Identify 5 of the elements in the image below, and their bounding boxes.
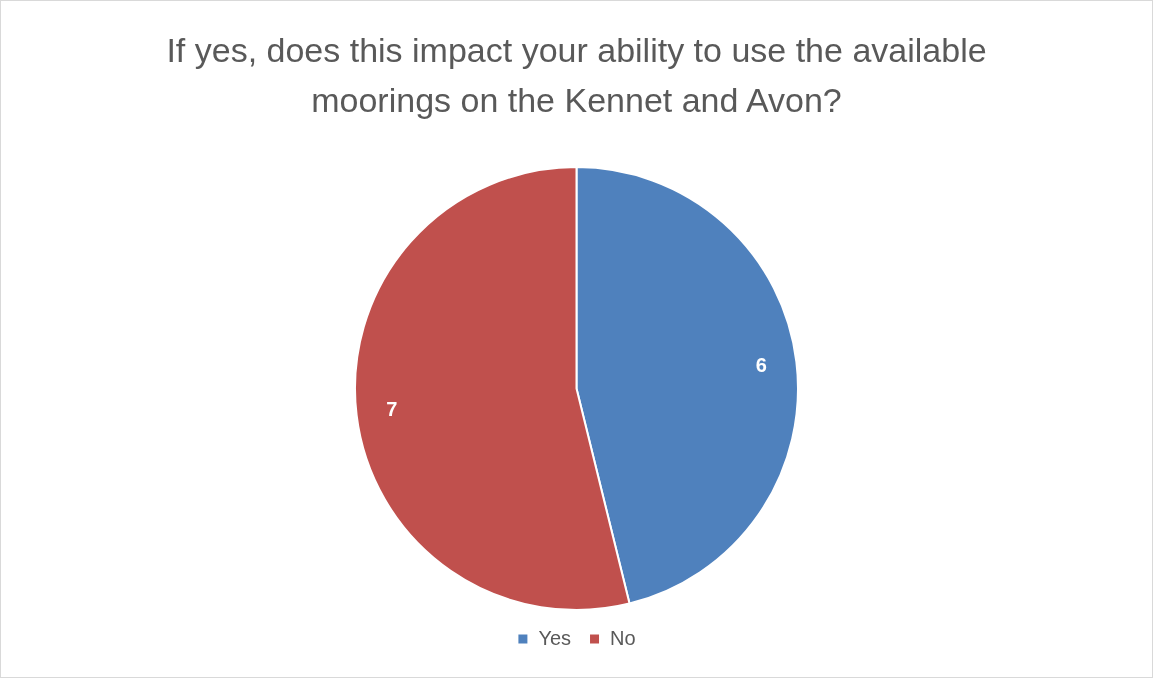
chart-title: If yes, does this impact your ability to use the available moorings on the Kennet and Avon? (165, 30, 988, 121)
legend-label: Yes (538, 626, 572, 649)
data-label: 6 (755, 353, 767, 376)
data-label: 7 (386, 398, 398, 421)
legend-label: No (610, 626, 636, 649)
